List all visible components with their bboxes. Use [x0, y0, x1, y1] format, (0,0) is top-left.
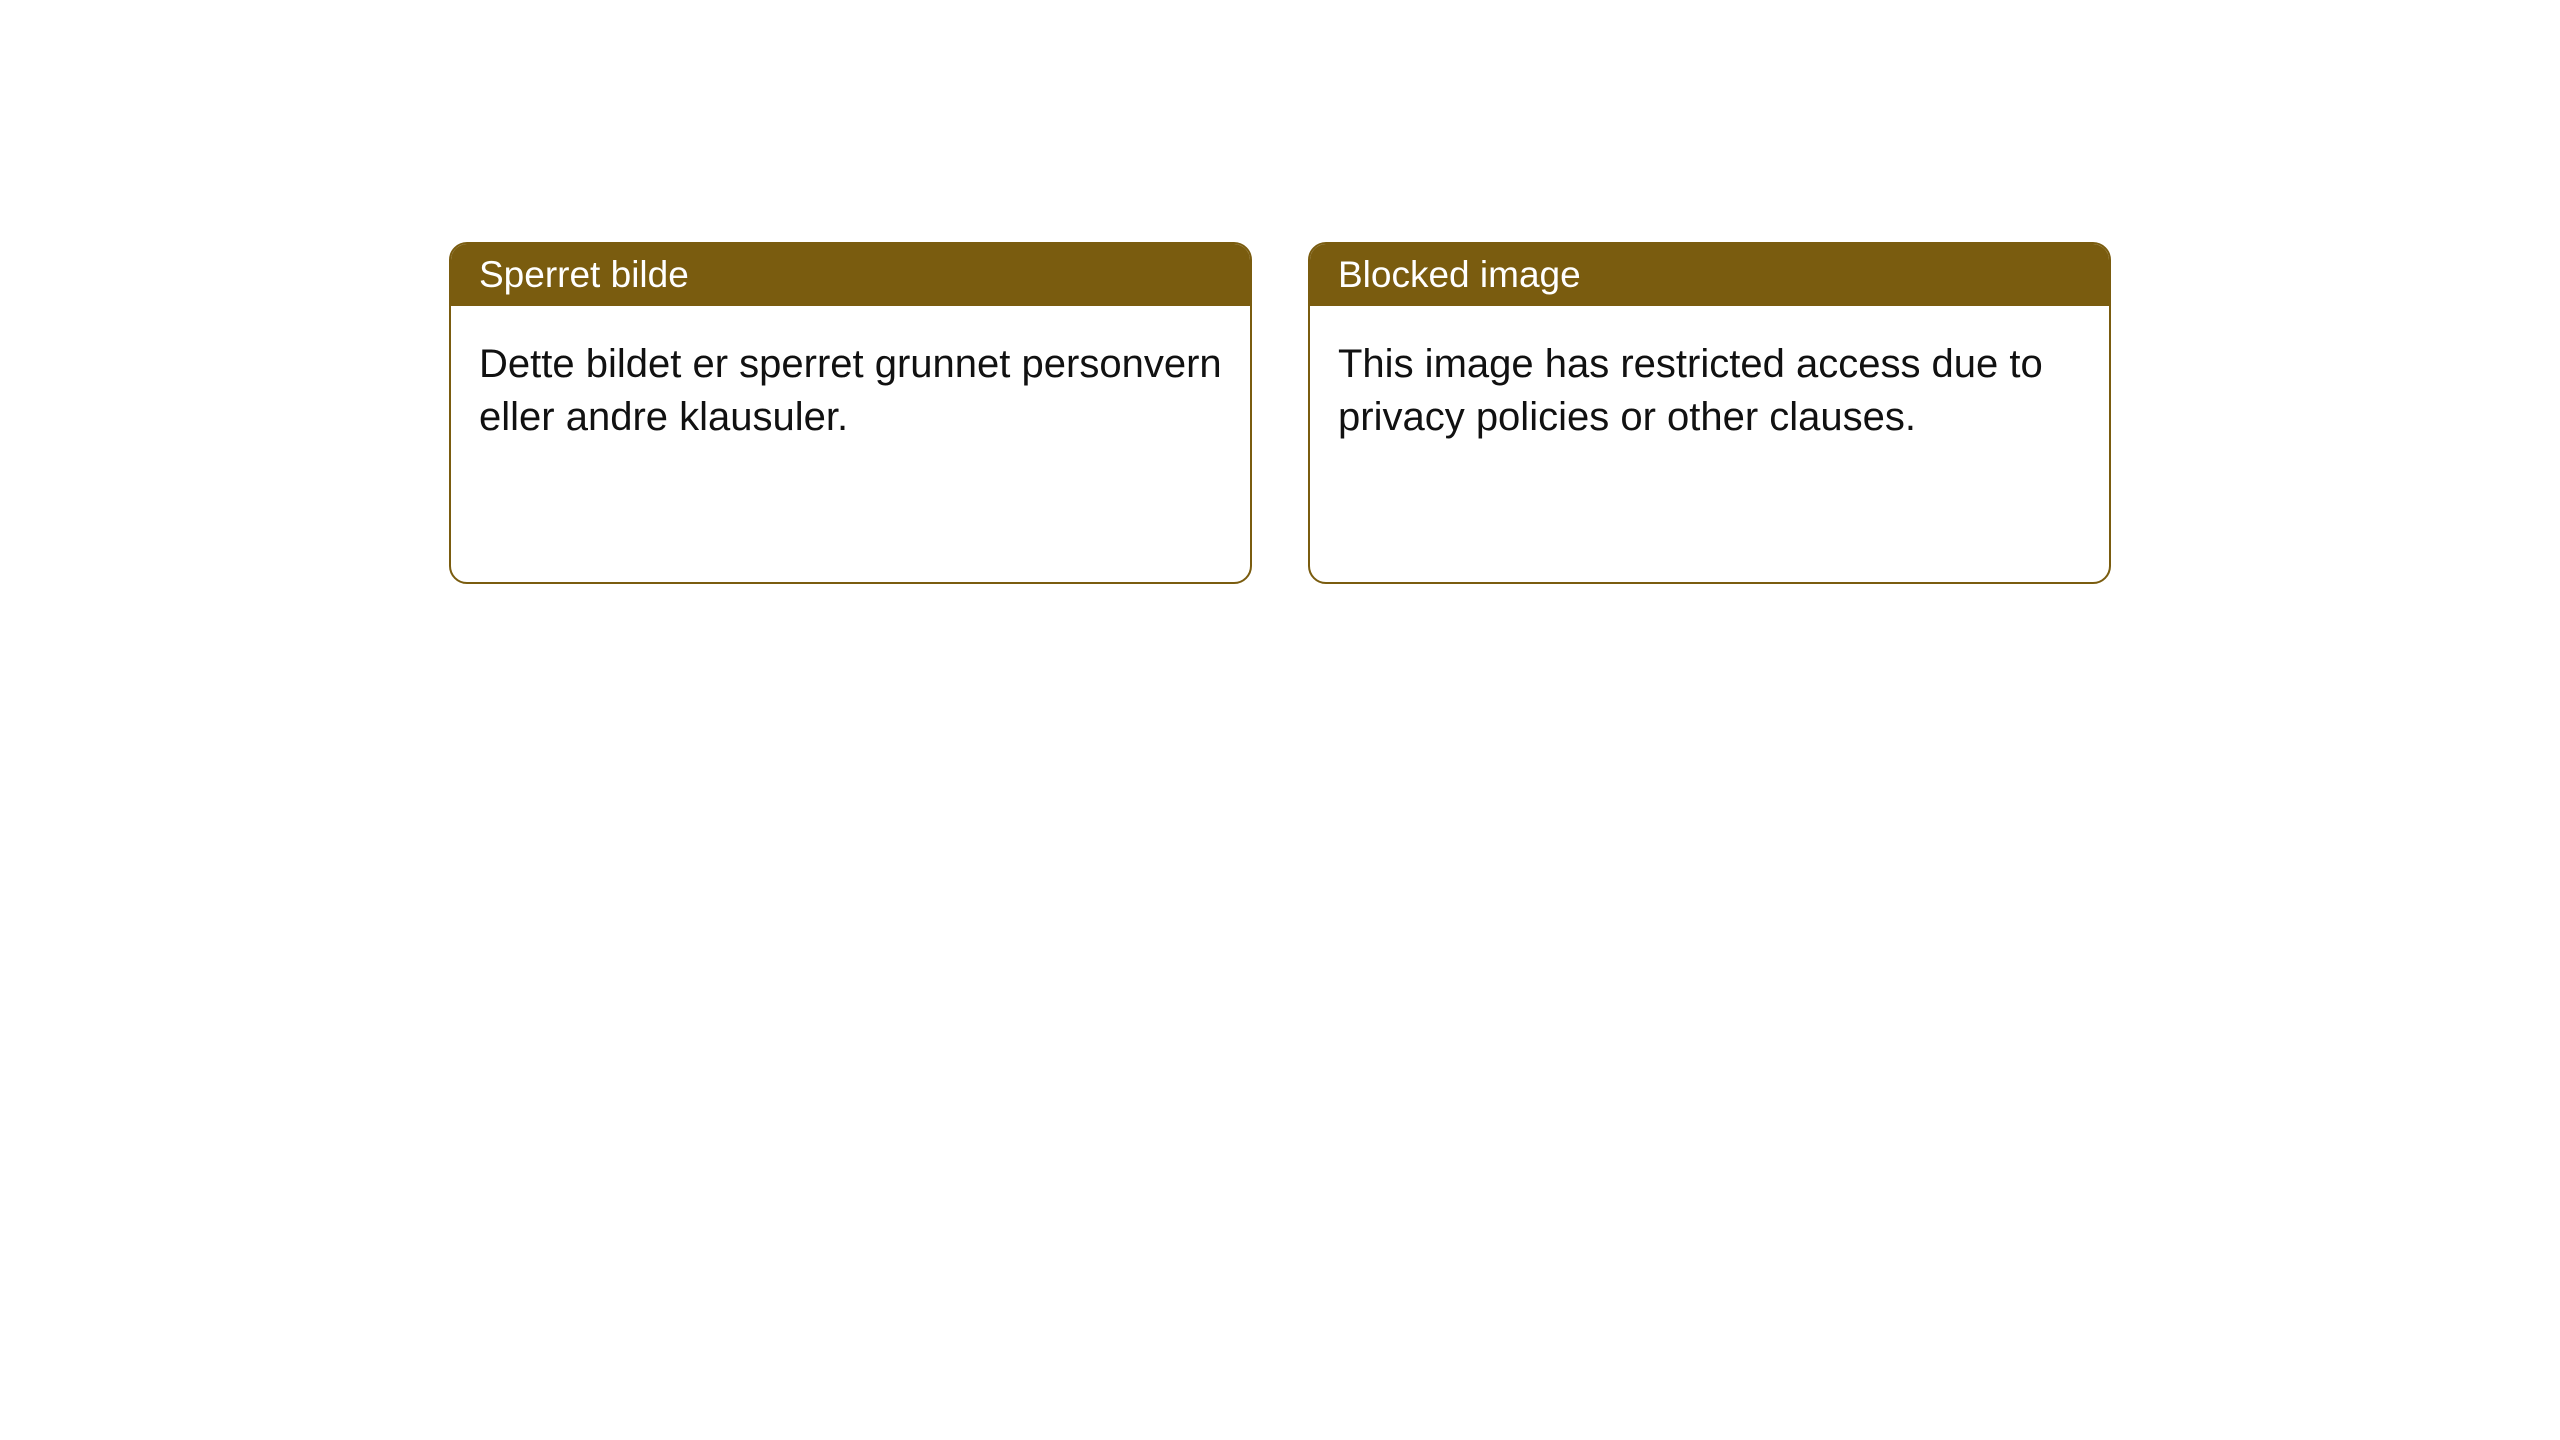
notice-card-english: Blocked image This image has restricted …: [1308, 242, 2111, 584]
notice-container: Sperret bilde Dette bildet er sperret gr…: [449, 242, 2111, 584]
notice-body: Dette bildet er sperret grunnet personve…: [451, 306, 1250, 582]
notice-body: This image has restricted access due to …: [1310, 306, 2109, 582]
notice-header: Blocked image: [1310, 244, 2109, 306]
notice-header: Sperret bilde: [451, 244, 1250, 306]
notice-card-norwegian: Sperret bilde Dette bildet er sperret gr…: [449, 242, 1252, 584]
